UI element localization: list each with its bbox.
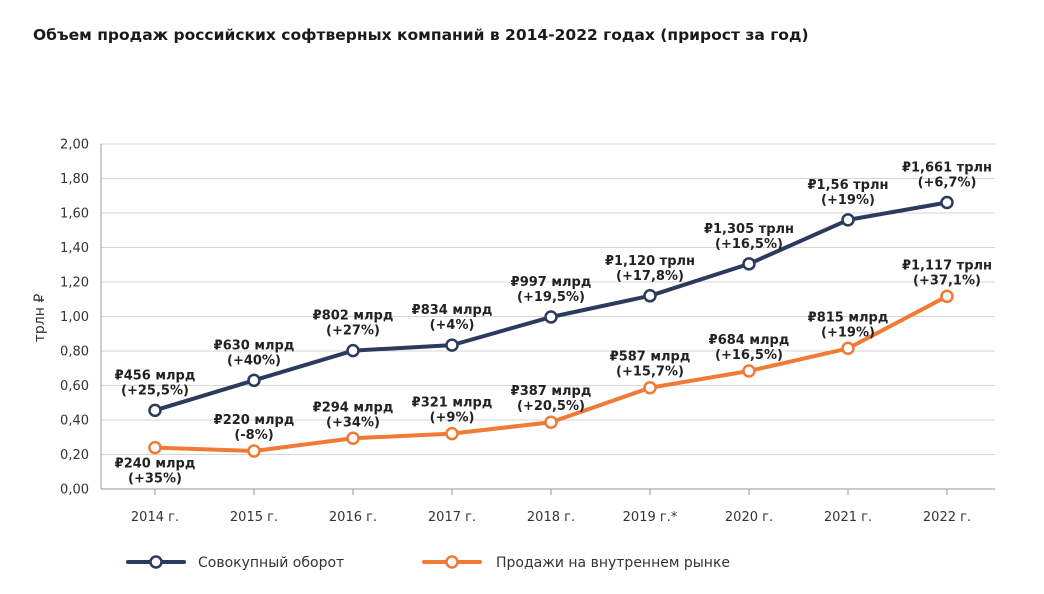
y-tick-label: 0,20 xyxy=(60,448,89,463)
x-tick-label: 2020 г. xyxy=(725,510,773,525)
y-tick-label: 1,20 xyxy=(60,276,89,291)
x-tick-label: 2015 г. xyxy=(230,510,278,525)
data-label-value: ₽456 млрд xyxy=(115,368,196,383)
data-point xyxy=(940,195,954,210)
data-label-value: ₽1,117 трлн xyxy=(902,258,992,273)
data-labels: ₽456 млрд(+25,5%) ₽630 млрд(+40%) ₽802 млр… xyxy=(115,160,992,486)
data-label-growth: (+16,5%) xyxy=(715,348,783,363)
data-point xyxy=(643,289,657,303)
legend-label: Совокупный оборот xyxy=(198,555,344,571)
data-label-value: ₽220 млрд xyxy=(214,413,295,428)
data-label-value: ₽1,56 трлн xyxy=(808,178,889,193)
y-tick-label: 2,00 xyxy=(60,138,89,153)
legend-label: Продажи на внутреннем рынке xyxy=(496,555,730,571)
y-tick-label: 1,60 xyxy=(60,207,89,222)
data-label-value: ₽321 млрд xyxy=(412,396,493,411)
axes xyxy=(100,144,995,495)
data-point xyxy=(346,343,360,358)
data-label-value: ₽997 млрд xyxy=(511,275,592,290)
data-label-value: ₽387 млрд xyxy=(511,384,592,399)
data-point xyxy=(346,431,360,446)
data-label-value: ₽1,661 трлн xyxy=(902,160,992,175)
data-label-growth: (+6,7%) xyxy=(918,175,977,190)
data-point xyxy=(940,289,954,304)
data-point xyxy=(445,338,459,352)
data-label-value: ₽294 млрд xyxy=(313,400,394,415)
data-label-growth: (+19,5%) xyxy=(517,290,585,305)
data-label-growth: (+40%) xyxy=(227,353,281,368)
data-label-value: ₽587 млрд xyxy=(610,350,691,365)
y-tick-label: 0,80 xyxy=(60,345,89,360)
x-tick-label: 2022 г. xyxy=(923,510,971,525)
y-tick-label: 1,40 xyxy=(60,241,89,256)
data-label-growth: (+9%) xyxy=(430,411,475,426)
x-tick-label: 2014 г. xyxy=(131,510,179,525)
data-label-value: ₽1,305 трлн xyxy=(704,222,794,237)
data-point xyxy=(742,257,756,271)
data-point xyxy=(544,415,558,429)
data-point xyxy=(445,426,459,441)
data-point xyxy=(841,213,855,227)
x-tick-label: 2018 г. xyxy=(527,510,575,525)
data-label-growth: (+25,5%) xyxy=(121,383,189,398)
data-label-value: ₽1,120 трлн xyxy=(605,254,695,269)
data-point xyxy=(247,444,261,458)
data-point xyxy=(247,373,261,388)
x-tick-labels: 2014 г. 2015 г. 2016 г. 2017 г. 2018 г. 2019 … xyxy=(131,510,971,525)
y-tick-label: 0,00 xyxy=(60,483,89,498)
y-tick-label: 0,40 xyxy=(60,414,89,429)
data-point xyxy=(643,380,657,395)
data-label-growth: (+19%) xyxy=(821,193,875,208)
x-tick-label: 2016 г. xyxy=(329,510,377,525)
data-label-value: ₽240 млрд xyxy=(115,457,196,472)
data-label-growth: (+34%) xyxy=(326,415,380,430)
data-label-value: ₽815 млрд xyxy=(808,310,889,325)
data-label-growth: (+16,5%) xyxy=(715,237,783,252)
data-label-value: ₽834 млрд xyxy=(412,303,493,318)
data-label-growth: (+15,7%) xyxy=(616,365,684,380)
chart-title: Объем продаж российских софтверных компа… xyxy=(33,26,809,44)
legend-marker xyxy=(445,555,459,569)
y-tick-labels: 0,00 0,20 0,40 0,60 0,80 1,00 1,20 1,40 1,60 1,80… xyxy=(60,138,89,498)
data-label-growth: (+37,1%) xyxy=(913,273,981,288)
x-tick-label: 2019 г.* xyxy=(623,510,678,525)
data-label-value: ₽684 млрд xyxy=(709,333,790,348)
data-label-growth: (+20,5%) xyxy=(517,399,585,414)
y-tick-label: 1,80 xyxy=(60,172,89,187)
data-label-growth: (+35%) xyxy=(128,472,182,487)
x-tick-label: 2021 г. xyxy=(824,510,872,525)
data-label-growth: (+4%) xyxy=(430,318,475,333)
y-tick-label: 1,00 xyxy=(60,310,89,325)
series-points xyxy=(148,195,954,458)
data-label-growth: (+17,8%) xyxy=(616,269,684,284)
legend: Совокупный оборот Продажи на внутреннем р… xyxy=(126,555,730,571)
data-point xyxy=(544,310,558,324)
data-label-growth: (+19%) xyxy=(821,325,875,340)
series-line-total xyxy=(153,200,949,413)
legend-marker xyxy=(149,555,163,569)
x-tick-label: 2017 г. xyxy=(428,510,476,525)
y-tick-label: 0,60 xyxy=(60,379,89,394)
y-axis-label: трлн ₽ xyxy=(32,294,48,343)
data-label-growth: (+27%) xyxy=(326,324,380,339)
data-label-growth: (-8%) xyxy=(234,428,273,443)
data-label-value: ₽802 млрд xyxy=(313,309,394,324)
data-point xyxy=(742,364,756,378)
data-label-value: ₽630 млрд xyxy=(214,338,295,353)
data-point xyxy=(148,440,162,455)
data-point xyxy=(148,403,162,418)
data-point xyxy=(841,341,855,356)
